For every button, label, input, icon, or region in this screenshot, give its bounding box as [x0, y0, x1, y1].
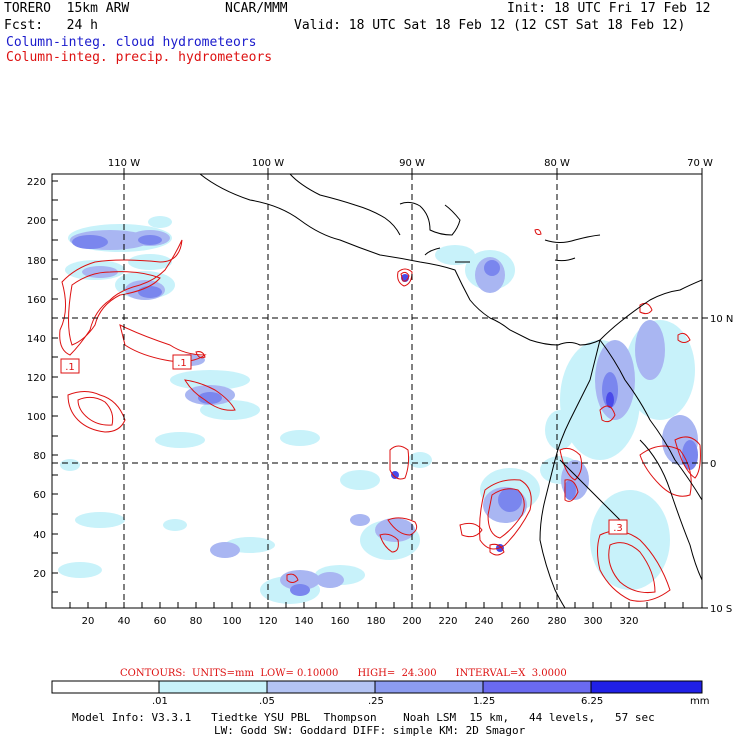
x-label: 200 — [402, 616, 421, 627]
top-right-axis-ticks — [123, 168, 708, 609]
y-label: 220 — [27, 177, 46, 188]
lat-label-0: 0 — [710, 459, 716, 470]
colorbar-label: .05 — [259, 696, 275, 707]
contour-label-box — [172, 354, 192, 370]
x-label: 240 — [474, 616, 493, 627]
x-label: 260 — [510, 616, 529, 627]
model-info-line1: Model Info: V3.3.1 Tiedtke YSU PBL Thomp… — [72, 711, 655, 724]
organization-label: NCAR/MMM — [225, 1, 288, 16]
x-label: 160 — [330, 616, 349, 627]
colorbar-bin — [267, 681, 375, 693]
colorbar-bin — [483, 681, 591, 693]
contours-info: CONTOURS: UNITS=mm LOW= 0.10000 HIGH= 24… — [120, 668, 567, 679]
x-label: 280 — [547, 616, 566, 627]
lon-label-110w: 110 W — [108, 158, 140, 169]
x-label: 80 — [190, 616, 203, 627]
y-label: 160 — [27, 295, 46, 306]
colorbar-label: .01 — [152, 696, 168, 707]
contour-label-boxes: .1 .1 .3 — [60, 354, 628, 535]
colorbar-label: 1.25 — [473, 696, 496, 707]
lon-label-80w: 80 W — [544, 158, 570, 169]
forecast-hour: Fcst: 24 h — [4, 18, 98, 33]
map-frame — [51, 173, 703, 609]
contour-label: .3 — [613, 523, 623, 534]
y-label: 20 — [33, 569, 46, 580]
y-label: 60 — [33, 490, 46, 501]
bottom-axis-labels: 20 40 60 80 100 120 140 160 180 200 220 … — [82, 616, 639, 627]
x-label: 120 — [258, 616, 277, 627]
y-label: 140 — [27, 334, 46, 345]
lon-label-90w: 90 W — [399, 158, 425, 169]
y-label: 200 — [27, 216, 46, 227]
lat-label-10n: 10 N — [710, 314, 733, 325]
left-axis-ticks — [52, 180, 58, 593]
y-label: 120 — [27, 373, 46, 384]
x-label: 100 — [222, 616, 241, 627]
cloud-fill-layer — [58, 216, 698, 604]
grid-lines — [52, 174, 702, 608]
lat-label-10s: 10 S — [710, 604, 732, 615]
colorbar-bin — [159, 681, 267, 693]
precip-contour-layer — [59, 229, 701, 602]
left-axis-labels: 220 200 180 160 140 120 100 80 60 40 20 — [27, 177, 46, 580]
colorbar-bin — [375, 681, 483, 693]
x-label: 220 — [438, 616, 457, 627]
color-bar — [51, 680, 703, 694]
lon-label-100w: 100 W — [252, 158, 284, 169]
x-label: 140 — [294, 616, 313, 627]
contour-label-box — [608, 519, 628, 535]
lon-label-70w: 70 W — [687, 158, 713, 169]
x-label: 20 — [82, 616, 95, 627]
contour-label: .1 — [65, 362, 75, 373]
colorbar-label: 6.25 — [581, 696, 604, 707]
x-label: 320 — [619, 616, 638, 627]
model-info-line2: LW: Godd SW: Goddard DIFF: simple KM: 2D… — [214, 724, 526, 737]
x-label: 180 — [366, 616, 385, 627]
init-time: Init: 18 UTC Fri 17 Feb 12 — [507, 1, 711, 16]
y-label: 180 — [27, 256, 46, 267]
colorbar-bin — [591, 681, 702, 693]
field-precip-label: Column-integ. precip. hydrometeors — [6, 50, 273, 65]
colorbar-label: .25 — [368, 696, 384, 707]
y-label: 40 — [33, 530, 46, 541]
colorbar-bin — [52, 681, 159, 693]
valid-time: Valid: 18 UTC Sat 18 Feb 12 (12 CST Sat … — [294, 18, 686, 33]
coastline-layer — [199, 174, 702, 608]
y-label: 80 — [33, 451, 46, 462]
colorbar-units: mm — [690, 696, 710, 707]
model-title: TORERO 15km ARW — [4, 1, 130, 16]
y-label: 100 — [27, 412, 46, 423]
x-label: 300 — [583, 616, 602, 627]
bottom-axis-ticks — [69, 602, 684, 608]
contour-label: .1 — [177, 358, 187, 369]
contour-label-box — [60, 358, 80, 374]
colorbar-frame — [51, 680, 703, 694]
field-cloud-label: Column-integ. cloud hydrometeors — [6, 35, 257, 50]
x-label: 60 — [154, 616, 167, 627]
x-label: 40 — [118, 616, 131, 627]
